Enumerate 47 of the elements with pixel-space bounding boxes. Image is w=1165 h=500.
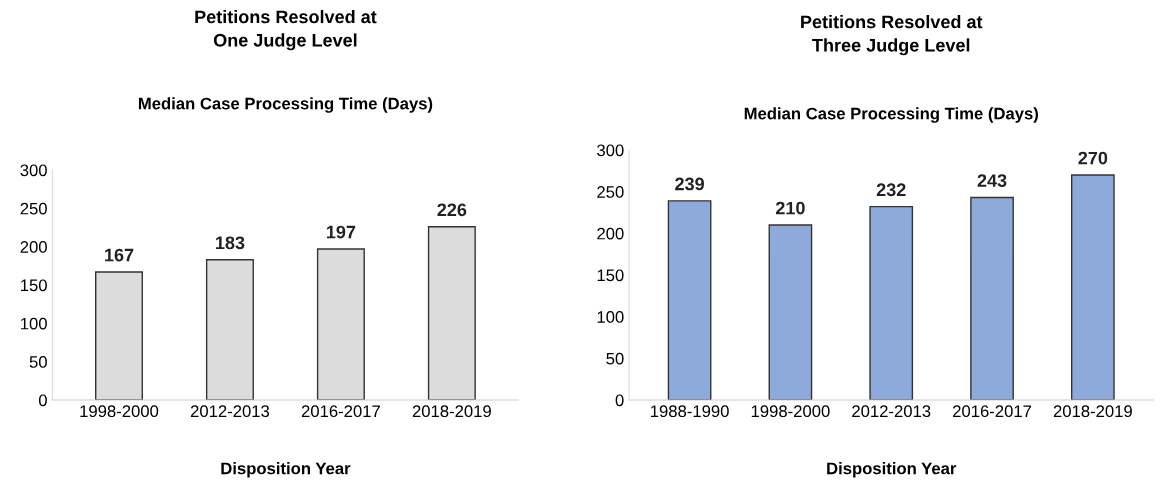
data-label: 210 bbox=[775, 201, 805, 215]
bar bbox=[667, 200, 712, 400]
bar bbox=[1070, 174, 1115, 400]
bar bbox=[205, 259, 254, 400]
data-label: 226 bbox=[437, 203, 467, 217]
y-tick-label: 50 bbox=[606, 352, 624, 365]
y-tick-label: 100 bbox=[597, 311, 624, 323]
x-tick-label: 1988-1990 bbox=[651, 405, 729, 418]
y-tick-label: 50 bbox=[29, 356, 47, 368]
y-tick-label: 200 bbox=[20, 241, 47, 253]
x-axis-title: Disposition Year bbox=[221, 462, 351, 478]
x-tick-label: 2016-2017 bbox=[953, 405, 1032, 418]
y-tick-label: 0 bbox=[38, 394, 47, 407]
chart-title: Petitions Resolved at One Judge Level bbox=[195, 10, 377, 51]
x-tick-label: 2018-2019 bbox=[1053, 405, 1132, 418]
bar bbox=[970, 196, 1014, 400]
y-tick-label: 300 bbox=[597, 144, 624, 157]
data-label: 243 bbox=[977, 174, 1007, 188]
data-label: 270 bbox=[1078, 151, 1108, 165]
data-label: 239 bbox=[675, 177, 704, 191]
y-tick-label: 150 bbox=[597, 269, 624, 282]
bar bbox=[95, 271, 143, 400]
bar bbox=[768, 224, 813, 400]
data-label: 197 bbox=[326, 225, 356, 239]
chart-subtitle: Median Case Processing Time (Days) bbox=[138, 97, 433, 113]
chart-subtitle: Median Case Processing Time (Days) bbox=[744, 107, 1038, 123]
bar bbox=[316, 248, 365, 400]
y-tick-label: 100 bbox=[21, 317, 47, 330]
chart-title: Petitions Resolved at Three Judge Level bbox=[801, 15, 983, 56]
x-tick-label: 2012-2013 bbox=[852, 405, 931, 418]
x-tick-label: 2018-2019 bbox=[412, 405, 491, 418]
x-tick-label: 1998-2000 bbox=[80, 405, 159, 418]
y-tick-label: 0 bbox=[615, 394, 624, 407]
x-tick-label: 1998-2000 bbox=[751, 405, 830, 418]
y-tick-label: 200 bbox=[597, 227, 624, 240]
y-tick-label: 250 bbox=[597, 186, 624, 198]
x-tick-label: 2012-2013 bbox=[190, 405, 270, 418]
data-label: 167 bbox=[105, 248, 134, 262]
x-axis-title: Disposition Year bbox=[827, 462, 957, 478]
y-tick-label: 300 bbox=[20, 164, 47, 177]
data-label: 232 bbox=[876, 183, 906, 197]
bar bbox=[427, 226, 476, 400]
data-label: 183 bbox=[216, 236, 245, 250]
y-tick-label: 150 bbox=[21, 279, 47, 292]
bar bbox=[869, 205, 914, 400]
y-tick-label: 250 bbox=[20, 202, 47, 215]
x-tick-label: 2016-2017 bbox=[301, 405, 380, 418]
